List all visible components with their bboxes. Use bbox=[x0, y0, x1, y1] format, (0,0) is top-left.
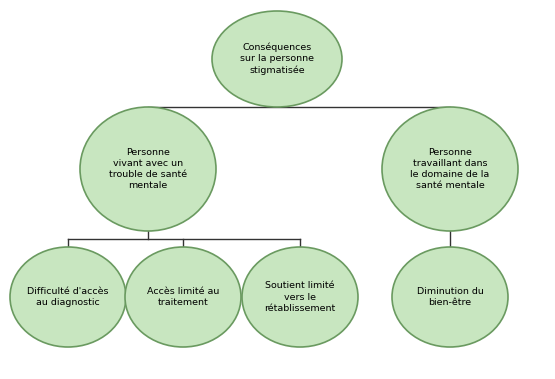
Ellipse shape bbox=[80, 107, 216, 231]
Text: Conséquences
sur la personne
stigmatisée: Conséquences sur la personne stigmatisée bbox=[240, 43, 314, 75]
Ellipse shape bbox=[382, 107, 518, 231]
Text: Personne
vivant avec un
trouble de santé
mentale: Personne vivant avec un trouble de santé… bbox=[109, 148, 187, 190]
Text: Difficulté d'accès
au diagnostic: Difficulté d'accès au diagnostic bbox=[27, 287, 109, 307]
Ellipse shape bbox=[10, 247, 126, 347]
Text: Diminution du
bien-être: Diminution du bien-être bbox=[417, 287, 483, 307]
Ellipse shape bbox=[392, 247, 508, 347]
Text: Soutient limité
vers le
rétablissement: Soutient limité vers le rétablissement bbox=[264, 281, 336, 313]
Text: Accès limité au
traitement: Accès limité au traitement bbox=[147, 287, 219, 307]
Ellipse shape bbox=[212, 11, 342, 107]
Ellipse shape bbox=[242, 247, 358, 347]
Text: Personne
travaillant dans
le domaine de la
santé mentale: Personne travaillant dans le domaine de … bbox=[410, 148, 490, 190]
Ellipse shape bbox=[125, 247, 241, 347]
